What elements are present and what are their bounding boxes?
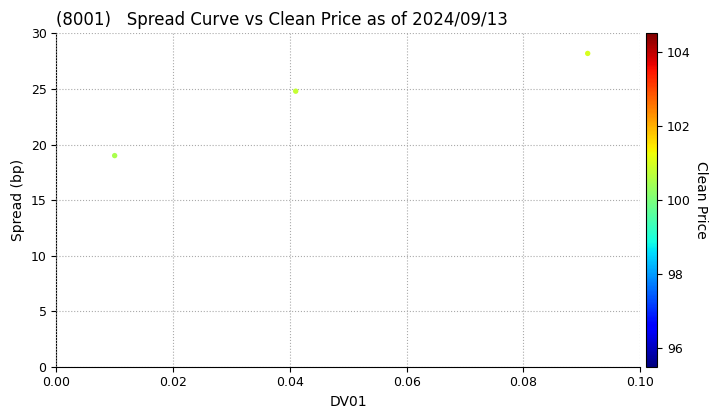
Point [109, 152, 120, 159]
X-axis label: DV01: DV01 [330, 395, 367, 409]
Text: (8001)   Spread Curve vs Clean Price as of 2024/09/13: (8001) Spread Curve vs Clean Price as of… [56, 11, 508, 29]
Y-axis label: Spread (bp): Spread (bp) [11, 159, 25, 241]
Point [290, 88, 302, 94]
Point [582, 50, 593, 57]
Y-axis label: Clean Price: Clean Price [693, 161, 708, 239]
